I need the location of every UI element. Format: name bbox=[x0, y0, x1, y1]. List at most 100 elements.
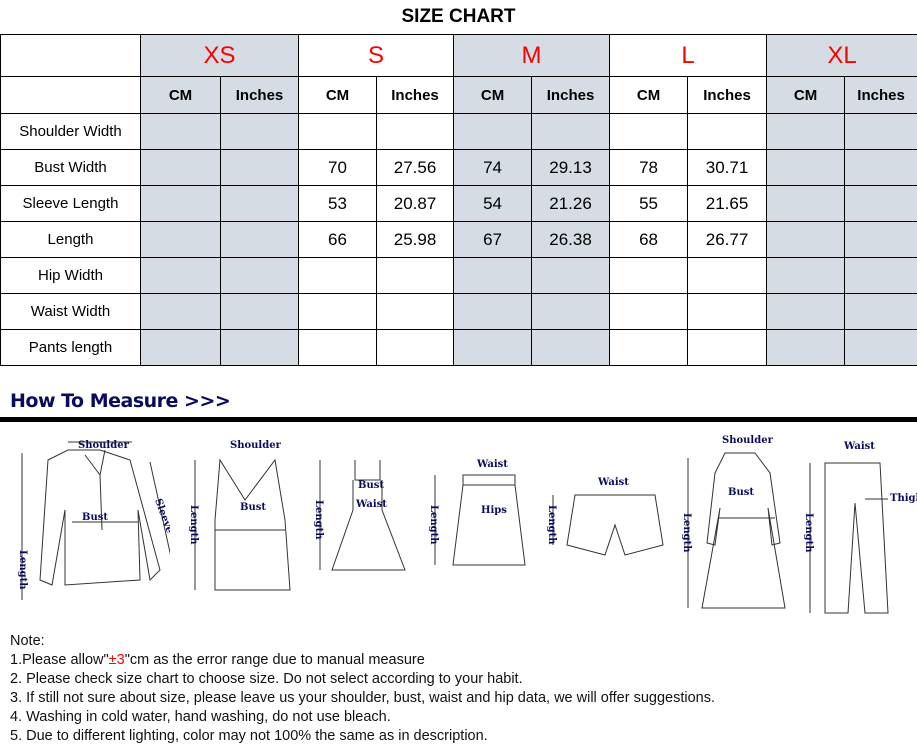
note-1-tolerance: ±3 bbox=[108, 652, 125, 668]
length-label: Length bbox=[681, 513, 692, 553]
size-l: L bbox=[609, 34, 768, 77]
table-cell bbox=[376, 113, 455, 150]
length-label: Length bbox=[17, 550, 28, 590]
table-cell: 53 bbox=[298, 185, 378, 222]
table-cell: 78 bbox=[609, 149, 689, 186]
table-cell bbox=[766, 149, 846, 186]
table-cell bbox=[687, 113, 768, 150]
note-1: 1.Please allow"±3"cm as the error range … bbox=[10, 651, 715, 670]
shorts-figure: Waist Length bbox=[546, 477, 664, 556]
note-1-text-end: "cm as the error range due to manual mea… bbox=[124, 652, 425, 668]
table-cell bbox=[609, 293, 689, 330]
table-row: Shoulder Width bbox=[0, 113, 917, 150]
table-cell bbox=[844, 329, 917, 366]
table-cell: 27.56 bbox=[376, 149, 455, 186]
table-cell: 54 bbox=[453, 185, 533, 222]
table-cell bbox=[531, 293, 611, 330]
size-xs: XS bbox=[139, 34, 300, 77]
table-cell: 26.77 bbox=[687, 221, 768, 258]
table-cell bbox=[766, 329, 846, 366]
row-label: Sleeve Length bbox=[0, 185, 141, 222]
unit-header-inches: Inches bbox=[844, 76, 917, 114]
table-cell bbox=[453, 329, 533, 366]
length-label: Length bbox=[188, 505, 199, 545]
notes-heading: Note: bbox=[10, 633, 45, 649]
table-cell bbox=[531, 113, 611, 150]
table-row: Pants length bbox=[0, 329, 917, 366]
table-cell bbox=[687, 257, 768, 294]
table-cell bbox=[844, 113, 917, 150]
length-label: Length bbox=[428, 505, 439, 545]
pants-figure: Waist Thigh Length bbox=[803, 441, 917, 614]
size-header-row: XS S M L XL bbox=[0, 34, 917, 77]
bust-label: Bust bbox=[240, 502, 266, 513]
length-label: Length bbox=[546, 505, 557, 545]
hips-label: Hips bbox=[481, 505, 507, 516]
measure-illustrations: Shoulder Bust Length Sleeve Shoulder Bus… bbox=[0, 425, 917, 625]
length-label: Length bbox=[313, 500, 324, 540]
note-2: 2. Please check size chart to choose siz… bbox=[10, 671, 523, 687]
table-cell bbox=[140, 149, 221, 186]
unit-header-cm: CM bbox=[298, 76, 378, 114]
table-cell bbox=[140, 113, 221, 150]
table-row: Sleeve Length 53 20.87 54 21.26 55 21.65 bbox=[0, 185, 917, 222]
how-to-measure-heading: How To Measure >>> bbox=[10, 390, 231, 412]
table-cell bbox=[687, 329, 768, 366]
table-cell bbox=[219, 221, 300, 258]
table-cell: 21.65 bbox=[687, 185, 768, 222]
bust-label: Bust bbox=[82, 512, 108, 523]
table-cell bbox=[140, 329, 221, 366]
corner-cell bbox=[0, 34, 141, 77]
table-cell: 21.26 bbox=[531, 185, 611, 222]
sleeve-label: Sleeve bbox=[152, 497, 170, 535]
table-cell bbox=[140, 185, 221, 222]
unit-header-inches: Inches bbox=[687, 76, 768, 114]
table-cell: 66 bbox=[298, 221, 378, 258]
shoulder-label: Shoulder bbox=[230, 440, 282, 451]
row-label: Bust Width bbox=[0, 149, 141, 186]
table-cell bbox=[844, 185, 917, 222]
note-1-text: 1.Please allow" bbox=[10, 652, 109, 668]
row-label: Hip Width bbox=[0, 257, 141, 294]
table-cell bbox=[531, 257, 611, 294]
table-cell bbox=[298, 257, 378, 294]
table-cell bbox=[219, 149, 300, 186]
table-cell: 30.71 bbox=[687, 149, 768, 186]
size-m: M bbox=[453, 34, 611, 77]
table-cell bbox=[844, 149, 917, 186]
table-cell bbox=[298, 293, 378, 330]
note-5: 5. Due to different lighting, color may … bbox=[10, 728, 488, 744]
size-table: XS S M L XL CM Inches CM Inches CM Inches CM In… bbox=[0, 34, 917, 366]
table-cell bbox=[687, 293, 768, 330]
row-label: Length bbox=[0, 221, 141, 258]
row-label: Waist Width bbox=[0, 293, 141, 330]
bust-label: Bust bbox=[728, 487, 754, 498]
unit-header-inches: Inches bbox=[219, 76, 300, 114]
coat-figure: Shoulder Bust Length bbox=[681, 435, 786, 609]
table-cell bbox=[298, 113, 378, 150]
table-cell bbox=[140, 221, 221, 258]
table-cell bbox=[376, 329, 455, 366]
table-cell bbox=[453, 257, 533, 294]
table-cell bbox=[766, 221, 846, 258]
table-cell bbox=[531, 329, 611, 366]
table-cell bbox=[140, 293, 221, 330]
table-cell bbox=[453, 293, 533, 330]
table-cell bbox=[219, 329, 300, 366]
table-row: Bust Width 70 27.56 74 29.13 78 30.71 bbox=[0, 149, 917, 186]
table-cell: 26.38 bbox=[531, 221, 611, 258]
table-row: Hip Width bbox=[0, 257, 917, 294]
unit-header-cm: CM bbox=[766, 76, 846, 114]
thigh-label: Thigh bbox=[890, 493, 917, 504]
table-cell: 67 bbox=[453, 221, 533, 258]
bust-label: Bust bbox=[358, 480, 384, 491]
waist-label: Waist bbox=[476, 459, 508, 470]
row-label: Shoulder Width bbox=[0, 113, 141, 150]
table-cell: 55 bbox=[609, 185, 689, 222]
length-label: Length bbox=[803, 513, 814, 553]
table-cell: 25.98 bbox=[376, 221, 455, 258]
table-cell bbox=[219, 185, 300, 222]
table-cell bbox=[609, 329, 689, 366]
divider bbox=[0, 417, 917, 422]
unit-header-cm: CM bbox=[140, 76, 221, 114]
